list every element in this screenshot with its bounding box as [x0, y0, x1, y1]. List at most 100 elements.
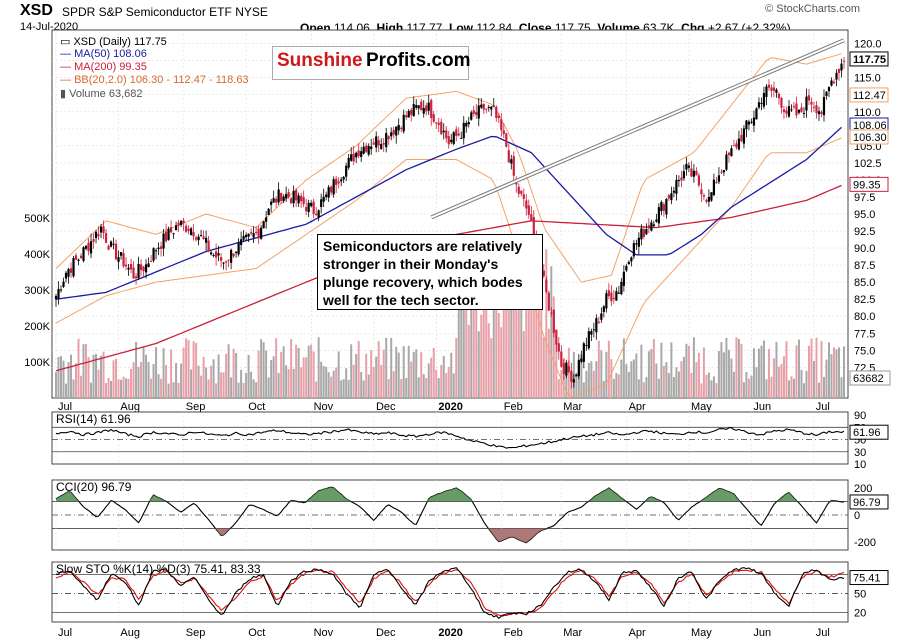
candle-body [112, 243, 115, 245]
candle-body [837, 68, 841, 73]
candle-body [452, 132, 455, 144]
sto-k-line [55, 567, 845, 620]
candle-body [305, 207, 308, 212]
candle-body [285, 193, 288, 199]
candle-body [700, 189, 703, 195]
stockcharts-watermark: © StockCharts.com [765, 3, 860, 15]
candle-body [84, 245, 88, 249]
bollinger-upper-line [55, 53, 842, 283]
candle-body [787, 106, 791, 117]
candle-body [757, 102, 761, 108]
legend-ma200: — MA(200) 99.35 [60, 61, 147, 73]
candle-body [602, 306, 605, 312]
candle-body [507, 150, 510, 163]
candle-body [572, 379, 575, 383]
candle-body [512, 156, 515, 176]
candle-body [530, 214, 533, 221]
legend-ma200-text: MA(200) 99.35 [74, 61, 147, 73]
sto-tick-label: 20 [854, 608, 866, 620]
candle-body [822, 96, 826, 116]
legend-ma50: — MA(50) 108.06 [60, 48, 147, 60]
candle-body [340, 179, 343, 182]
candle-body [89, 241, 93, 254]
candle-body [192, 232, 195, 237]
volume-tick-label: 500K [24, 213, 50, 225]
candle-body [457, 133, 460, 136]
candle-body [770, 87, 773, 91]
x-axis-month-label: Jun [753, 401, 771, 413]
price-right-label: 117.75 [853, 54, 886, 66]
candle-body [445, 130, 448, 139]
candle-body [440, 121, 443, 135]
candle-body [257, 228, 260, 239]
candle-body [590, 331, 593, 335]
x-axis-month-label: Mar [563, 401, 582, 413]
candle-body [487, 107, 490, 109]
price-tick-label: 115.0 [854, 73, 881, 85]
candle-body [342, 176, 345, 180]
candle-body [740, 134, 743, 142]
bottom-month-label: Feb [504, 627, 523, 639]
candle-body [144, 264, 148, 273]
rsi-value-box [849, 424, 889, 440]
candle-body [167, 228, 170, 240]
x-axis-month-label: Oct [248, 401, 265, 413]
price-tick-label: 110.0 [854, 107, 881, 119]
candle-body [245, 234, 248, 238]
legend-bb: — BB(20,2.0) 106.30 - 112.47 - 118.63 [60, 74, 249, 86]
candle-body [532, 217, 535, 235]
candle-body [197, 236, 200, 241]
bottom-month-label: Mar [563, 627, 582, 639]
candle-body [132, 267, 135, 279]
candle-body [600, 313, 603, 320]
candle-body [760, 102, 763, 104]
candle-body [785, 110, 788, 114]
candle-body [522, 194, 525, 199]
candle-body [99, 226, 103, 233]
x-axis-month-label: Jul [816, 401, 830, 413]
candle-body [420, 101, 423, 111]
candle-body [57, 288, 60, 299]
candle-body [510, 159, 513, 164]
candle-body [345, 165, 348, 177]
candle-body [407, 110, 410, 118]
candle-body [690, 168, 693, 177]
candle-body [687, 165, 691, 168]
candle-body [410, 109, 413, 115]
candle-body [695, 170, 698, 176]
candle-body [207, 240, 210, 251]
candle-body [552, 309, 555, 334]
candle-body [772, 87, 776, 91]
candle-body [255, 231, 258, 233]
candle-body [650, 222, 653, 231]
candle-body [397, 124, 400, 131]
candle-body [380, 144, 383, 149]
candle-body [542, 270, 545, 277]
candle-body [737, 138, 741, 150]
bottom-month-label: Jul [816, 627, 830, 639]
candle-body [377, 140, 380, 146]
price-right-label: 108.06 [853, 120, 887, 132]
candle-body [347, 157, 350, 168]
candle-body [325, 194, 328, 197]
cci-value-label: 96.79 [853, 497, 881, 509]
candle-body [555, 329, 558, 345]
candle-body [350, 154, 353, 161]
candle-body [77, 259, 80, 261]
candle-body [292, 190, 295, 204]
candle-body [475, 111, 478, 116]
candle-body [730, 148, 733, 157]
candle-body [352, 153, 355, 162]
candle-body [580, 358, 583, 362]
candle-body [162, 233, 165, 249]
candle-body [365, 145, 368, 152]
rsi-panel-frame [51, 411, 849, 465]
rsi-panel-title: RSI(14) 61.96 [56, 412, 131, 426]
candle-body [225, 261, 228, 263]
candle-body [450, 139, 453, 143]
candle-body [565, 362, 568, 376]
candle-body [677, 180, 680, 182]
price-right-label: 106.30 [853, 132, 887, 144]
candle-body [375, 136, 378, 148]
